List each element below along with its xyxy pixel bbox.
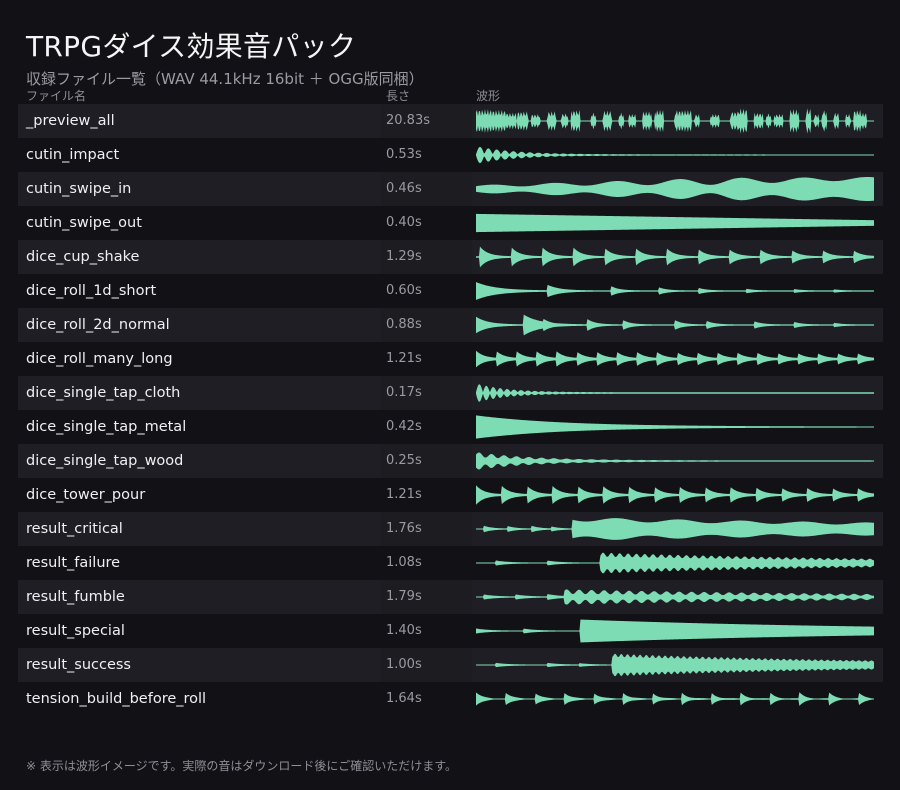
- file-row-result-failure[interactable]: result_failure 1.08s: [18, 546, 883, 580]
- file-name: result_failure: [26, 555, 121, 571]
- waveform-shape: [476, 518, 874, 540]
- waveform-shape: [476, 146, 874, 164]
- waveform: [476, 692, 874, 706]
- file-length: 20.83s: [386, 113, 430, 128]
- file-length: 0.53s: [386, 147, 422, 162]
- file-name: dice_single_tap_metal: [26, 419, 187, 435]
- waveform: [476, 452, 874, 470]
- waveform: [476, 146, 874, 164]
- file-row-dice-single-tap-cloth[interactable]: dice_single_tap_cloth 0.17s: [18, 376, 883, 410]
- file-row-dice-roll-2d-normal[interactable]: dice_roll_2d_normal 0.88s: [18, 308, 883, 342]
- waveform: [476, 619, 874, 643]
- file-name: tension_build_before_roll: [26, 691, 207, 707]
- waveform-shape: [476, 452, 874, 470]
- file-length: 1.21s: [386, 351, 422, 366]
- file-length: 1.79s: [386, 589, 422, 604]
- file-name: dice_cup_shake: [26, 249, 140, 265]
- file-name: result_success: [26, 657, 131, 673]
- file-length: 1.76s: [386, 521, 422, 536]
- waveform-shape: [476, 552, 874, 574]
- waveform: [476, 485, 874, 505]
- page-title: TRPGダイス効果音パック: [26, 30, 357, 63]
- waveform: [476, 282, 874, 300]
- footnote: ※ 表示は波形イメージです。実際の音はダウンロード後にご確認いただけます。: [26, 759, 457, 773]
- waveform-shape: [476, 619, 874, 643]
- waveform: [476, 653, 874, 677]
- file-row-dice-tower-pour[interactable]: dice_tower_pour 1.21s: [18, 478, 883, 512]
- waveform: [476, 108, 874, 134]
- file-row-cutin-swipe-in[interactable]: cutin_swipe_in 0.46s: [18, 172, 883, 206]
- waveform: [476, 350, 874, 368]
- file-row-dice-single-tap-wood[interactable]: dice_single_tap_wood 0.25s: [18, 444, 883, 478]
- file-length: 1.64s: [386, 691, 422, 706]
- file-length: 1.00s: [386, 657, 422, 672]
- column-header-length: 長さ: [386, 89, 411, 103]
- file-length: 0.42s: [386, 419, 422, 434]
- file-row-dice-roll-1d-short[interactable]: dice_roll_1d_short 0.60s: [18, 274, 883, 308]
- waveform: [476, 176, 874, 202]
- file-name: cutin_swipe_out: [26, 215, 142, 231]
- file-name: dice_roll_many_long: [26, 351, 173, 367]
- column-header-waveform: 波形: [476, 89, 501, 103]
- waveform-shape: [476, 350, 874, 368]
- waveform: [476, 518, 874, 540]
- waveform-shape: [476, 213, 874, 233]
- waveform: [476, 552, 874, 574]
- file-row-result-success[interactable]: result_success 1.00s: [18, 648, 883, 682]
- waveform-shape: [476, 415, 874, 439]
- waveform: [476, 384, 874, 402]
- waveform: [476, 246, 874, 268]
- file-row-dice-cup-shake[interactable]: dice_cup_shake 1.29s: [18, 240, 883, 274]
- waveform: [476, 314, 874, 336]
- file-length: 1.40s: [386, 623, 422, 638]
- file-length: 0.40s: [386, 215, 422, 230]
- file-name: dice_tower_pour: [26, 487, 146, 503]
- file-length: 0.25s: [386, 453, 422, 468]
- file-name: result_fumble: [26, 589, 125, 605]
- waveform: [476, 589, 874, 605]
- file-row-preview-all[interactable]: _preview_all 20.83s: [18, 104, 883, 138]
- file-length: 1.29s: [386, 249, 422, 264]
- file-row-cutin-impact[interactable]: cutin_impact 0.53s: [18, 138, 883, 172]
- file-name: result_special: [26, 623, 125, 639]
- file-name: _preview_all: [26, 113, 115, 129]
- file-row-result-special[interactable]: result_special 1.40s: [18, 614, 883, 648]
- waveform: [476, 213, 874, 233]
- waveform: [476, 415, 874, 439]
- file-row-dice-single-tap-metal[interactable]: dice_single_tap_metal 0.42s: [18, 410, 883, 444]
- waveform-shape: [476, 589, 874, 605]
- file-name: dice_roll_1d_short: [26, 283, 157, 299]
- file-row-tension-build-before-roll[interactable]: tension_build_before_roll 1.64s: [18, 682, 883, 716]
- waveform-shape: [476, 246, 874, 268]
- file-name: result_critical: [26, 521, 123, 537]
- waveform-shape: [476, 384, 874, 402]
- file-length: 0.17s: [386, 385, 422, 400]
- waveform-shape: [476, 653, 874, 677]
- waveform-shape: [476, 176, 874, 202]
- file-row-dice-roll-many-long[interactable]: dice_roll_many_long 1.21s: [18, 342, 883, 376]
- file-name: dice_single_tap_cloth: [26, 385, 181, 401]
- page-subtitle: 収録ファイル一覧（WAV 44.1kHz 16bit ＋ OGG版同梱）: [26, 70, 424, 88]
- file-length: 1.08s: [386, 555, 422, 570]
- waveform-shape: [476, 485, 874, 505]
- file-row-result-critical[interactable]: result_critical 1.76s: [18, 512, 883, 546]
- file-length: 0.46s: [386, 181, 422, 196]
- waveform-shape: [476, 692, 874, 706]
- file-row-result-fumble[interactable]: result_fumble 1.79s: [18, 580, 883, 614]
- file-list: _preview_all 20.83s cutin_impact 0.53s c…: [18, 104, 883, 716]
- file-length: 0.60s: [386, 283, 422, 298]
- file-name: dice_roll_2d_normal: [26, 317, 170, 333]
- file-name: dice_single_tap_wood: [26, 453, 184, 469]
- file-row-cutin-swipe-out[interactable]: cutin_swipe_out 0.40s: [18, 206, 883, 240]
- file-length: 0.88s: [386, 317, 422, 332]
- file-name: cutin_swipe_in: [26, 181, 132, 197]
- waveform-shape: [476, 314, 874, 336]
- column-header-name: ファイル名: [26, 89, 87, 103]
- file-length: 1.21s: [386, 487, 422, 502]
- waveform-shape: [476, 282, 874, 300]
- waveform-shape: [476, 108, 874, 134]
- file-name: cutin_impact: [26, 147, 120, 163]
